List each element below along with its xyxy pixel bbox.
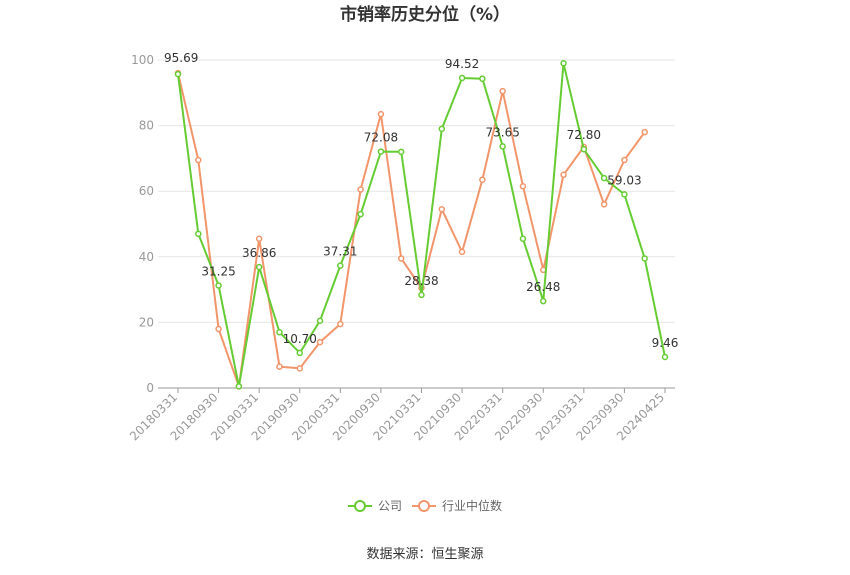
data-point — [235, 383, 243, 390]
data-point — [337, 320, 344, 328]
data-point — [458, 248, 466, 256]
data-point — [397, 255, 405, 262]
data-point — [296, 365, 303, 372]
series-0 — [174, 60, 669, 390]
y-tick-label: 20 — [139, 315, 154, 329]
data-point — [296, 349, 303, 357]
chart-title: 市销率历史分位（%） — [340, 4, 510, 25]
data-point — [316, 317, 324, 325]
data-point — [438, 205, 446, 213]
data-point — [499, 87, 506, 95]
x-axis: 2018033120180930201903312019093020200331… — [127, 387, 675, 443]
data-point — [641, 255, 648, 262]
data-label: 73.65 — [485, 125, 519, 139]
y-tick-label: 40 — [139, 250, 154, 264]
data-labels: 95.69 31.25 36.86 10.70 37.31 72.08 28.38 94.52… — [164, 51, 678, 350]
data-label: 36.86 — [242, 246, 276, 260]
series-line — [177, 62, 666, 388]
data-point — [438, 125, 446, 133]
series-layer — [174, 60, 669, 390]
data-point — [600, 174, 608, 182]
data-point — [621, 156, 628, 164]
source-text: 数据来源：恒生聚源 — [366, 547, 483, 562]
data-label: 9.46 — [652, 336, 679, 350]
data-label: 10.70 — [283, 332, 317, 346]
data-label: 31.25 — [201, 265, 235, 279]
legend-marker — [418, 500, 430, 512]
series-line — [177, 72, 646, 388]
data-point — [195, 156, 202, 164]
data-point — [661, 353, 669, 361]
data-point — [458, 74, 466, 82]
legend-marker — [354, 500, 366, 512]
data-point — [276, 328, 283, 336]
data-point — [255, 263, 263, 271]
data-point — [418, 291, 425, 299]
legend-item[interactable]: 公司 — [348, 499, 402, 513]
data-point — [479, 75, 486, 82]
data-label: 28.38 — [404, 274, 438, 288]
data-label: 72.08 — [364, 131, 398, 145]
data-point — [377, 148, 385, 155]
data-point — [519, 183, 527, 190]
data-point — [195, 230, 202, 238]
grid-layer — [158, 59, 675, 389]
legend-label: 公司 — [378, 499, 402, 513]
data-label: 95.69 — [164, 51, 198, 65]
data-label: 26.48 — [526, 280, 560, 294]
y-tick-label: 100 — [131, 53, 154, 67]
data-point — [337, 262, 344, 269]
legend-item[interactable]: 行业中位数 — [412, 498, 502, 513]
data-label: 59.03 — [607, 173, 641, 187]
data-point — [499, 143, 506, 150]
data-point — [560, 60, 567, 67]
data-point — [479, 176, 486, 183]
legend: 公司 行业中位数 — [348, 498, 502, 513]
data-point — [377, 110, 385, 118]
y-tick-label: 60 — [139, 184, 154, 198]
data-point — [519, 235, 527, 243]
data-point — [215, 282, 222, 289]
y-tick-label: 0 — [146, 381, 154, 395]
data-point — [580, 145, 588, 153]
data-point — [276, 363, 283, 370]
data-point — [397, 148, 405, 156]
data-point — [255, 235, 263, 243]
legend-label: 行业中位数 — [442, 498, 502, 513]
y-axis: 0 20 40 60 80 100 — [131, 53, 154, 395]
data-point — [560, 171, 567, 179]
y-tick-label: 80 — [139, 119, 154, 133]
data-point — [215, 325, 222, 333]
data-point — [600, 201, 608, 208]
data-label: 72.80 — [567, 128, 601, 142]
data-label: 37.31 — [323, 245, 357, 259]
data-point — [174, 70, 182, 78]
data-point — [540, 297, 547, 305]
data-label: 94.52 — [445, 57, 479, 71]
data-point — [357, 186, 364, 193]
data-point — [621, 191, 628, 198]
data-point — [641, 128, 648, 136]
data-point — [357, 210, 364, 218]
data-point — [316, 338, 324, 346]
